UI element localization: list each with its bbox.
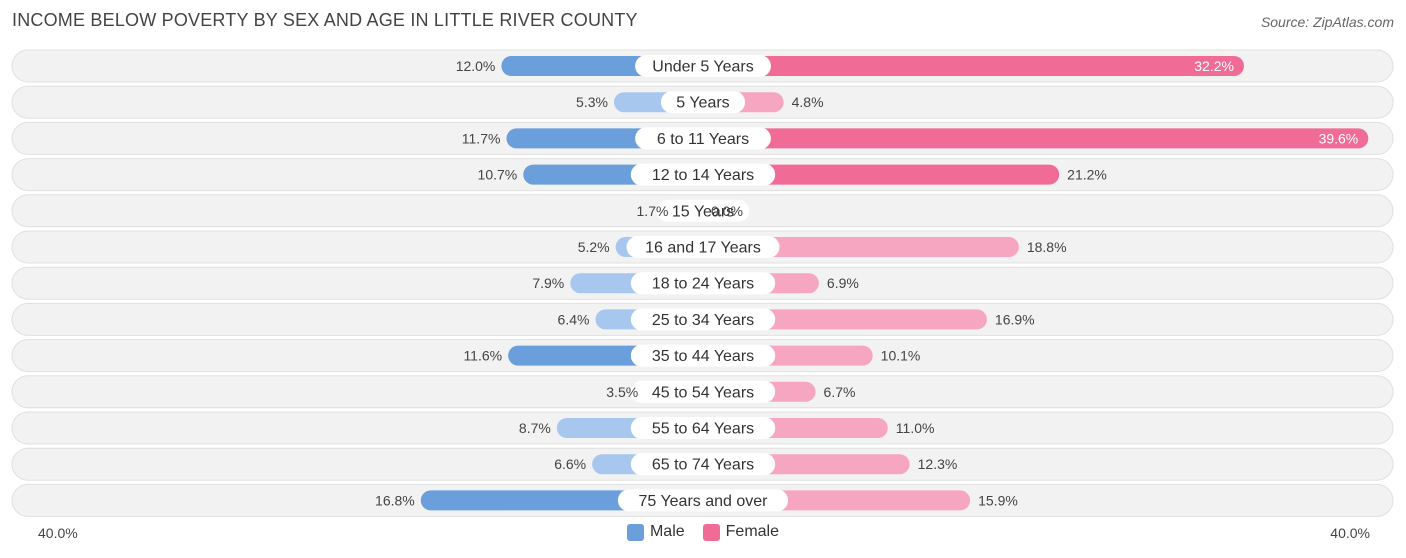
value-label-male: 5.2% bbox=[578, 239, 610, 255]
value-label-female: 21.2% bbox=[1067, 167, 1107, 183]
category-pill bbox=[630, 308, 776, 331]
category-pill bbox=[630, 344, 776, 367]
category-pill bbox=[635, 55, 771, 77]
category-label: 12 to 14 Years bbox=[652, 167, 754, 184]
category-label: 35 to 44 Years bbox=[652, 348, 754, 365]
axis-right-label: 40.0% bbox=[1330, 525, 1370, 541]
legend-swatch-male bbox=[626, 523, 644, 541]
category-label: Under 5 Years bbox=[652, 59, 753, 76]
bar-female bbox=[703, 56, 1244, 76]
value-label-male: 16.8% bbox=[375, 492, 415, 508]
category-label: 15 Years bbox=[672, 203, 734, 220]
value-label-female: 39.6% bbox=[1319, 130, 1359, 146]
legend-label-male: Male bbox=[649, 523, 685, 540]
value-label-female: 16.9% bbox=[995, 311, 1035, 327]
value-label-male: 1.7% bbox=[637, 203, 669, 219]
bar-female bbox=[703, 237, 1019, 257]
legend-item-female: Female bbox=[702, 523, 780, 541]
category-pill bbox=[630, 417, 776, 439]
category-pill bbox=[630, 453, 776, 476]
value-label-female: 4.8% bbox=[792, 94, 824, 110]
category-label: 6 to 11 Years bbox=[657, 131, 749, 148]
category-label: 5 Years bbox=[676, 95, 729, 112]
bar-female bbox=[703, 164, 1060, 185]
value-label-male: 6.6% bbox=[554, 456, 586, 472]
category-pill bbox=[635, 127, 771, 150]
value-label-male: 11.6% bbox=[463, 348, 502, 364]
category-label: 45 to 54 Years bbox=[652, 384, 754, 401]
value-label-male: 5.3% bbox=[576, 94, 608, 110]
value-label-male: 12.0% bbox=[456, 58, 496, 74]
value-label-female: 6.7% bbox=[824, 384, 856, 400]
value-label-male: 8.7% bbox=[519, 420, 551, 436]
value-label-male: 7.9% bbox=[532, 275, 564, 291]
category-label: 65 to 74 Years bbox=[652, 457, 754, 474]
category-label: 25 to 34 Years bbox=[652, 312, 754, 329]
value-label-female: 11.0% bbox=[896, 420, 935, 436]
legend-item-male: Male bbox=[626, 523, 685, 541]
axis-left-label: 40.0% bbox=[38, 525, 78, 541]
category-label: 75 Years and over bbox=[639, 493, 769, 510]
bar-female bbox=[703, 128, 1369, 149]
category-label: 55 to 64 Years bbox=[652, 421, 754, 438]
chart-title: INCOME BELOW POVERTY BY SEX AND AGE IN L… bbox=[12, 10, 638, 30]
category-label: 18 to 24 Years bbox=[652, 276, 754, 293]
category-pill bbox=[630, 163, 776, 186]
value-label-male: 10.7% bbox=[478, 167, 518, 183]
category-pill bbox=[626, 236, 780, 258]
value-label-female: 0.0% bbox=[711, 203, 743, 219]
category-pill bbox=[630, 272, 776, 295]
value-label-female: 6.9% bbox=[827, 275, 859, 291]
category-pill bbox=[617, 489, 789, 512]
value-label-female: 12.3% bbox=[918, 456, 958, 472]
value-label-female: 32.2% bbox=[1194, 58, 1234, 74]
legend-label-female: Female bbox=[725, 523, 780, 540]
value-label-male: 6.4% bbox=[558, 311, 590, 327]
value-label-female: 15.9% bbox=[978, 492, 1018, 508]
category-pill bbox=[660, 91, 746, 114]
chart-area: Under 5 Years 12.0% 32.2% 5 Years 5.3% 4.8% 6 … bbox=[11, 49, 1394, 517]
legend: Male Female bbox=[0, 523, 1406, 541]
category-label: 16 and 17 Years bbox=[645, 240, 761, 257]
source-label: Source: ZipAtlas.com bbox=[1260, 14, 1394, 30]
legend-swatch-female bbox=[702, 523, 720, 541]
category-pill bbox=[656, 199, 750, 222]
category-pill bbox=[630, 380, 776, 403]
value-label-male: 3.5% bbox=[606, 384, 638, 400]
value-label-male: 11.7% bbox=[462, 130, 501, 146]
value-label-female: 10.1% bbox=[881, 348, 921, 364]
value-label-female: 18.8% bbox=[1027, 239, 1067, 255]
